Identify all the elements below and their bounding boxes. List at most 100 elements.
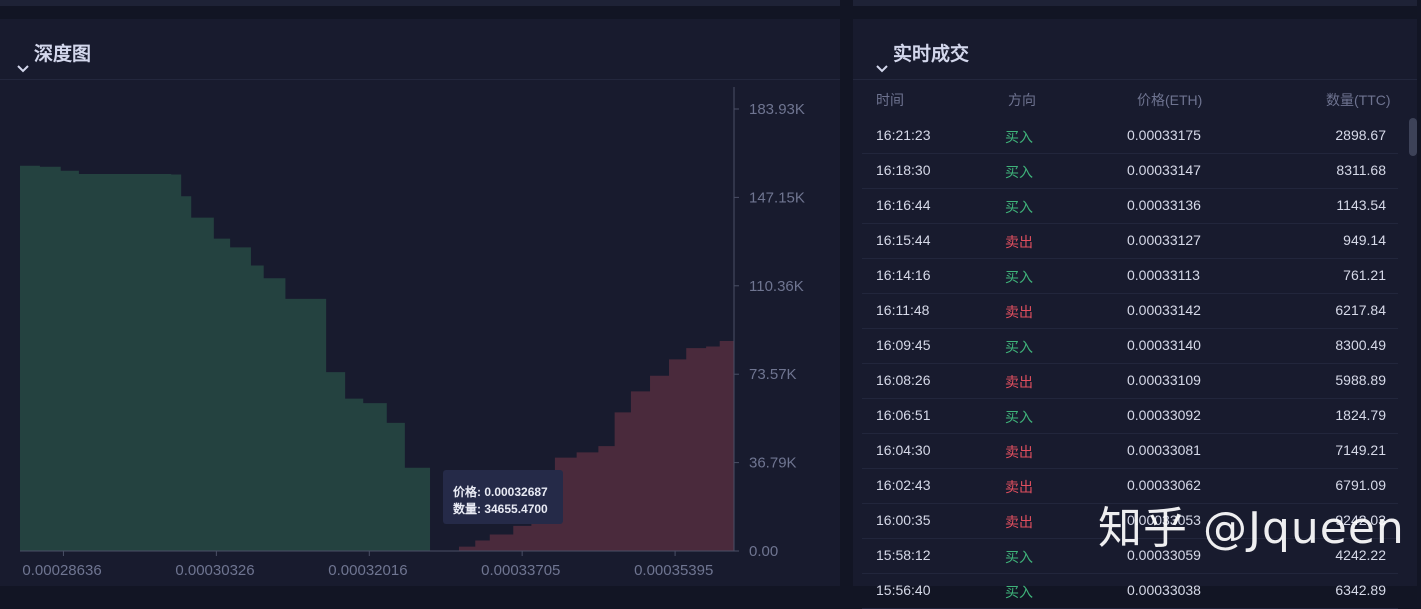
depth-panel-title: 深度图: [34, 44, 92, 65]
trade-qty: 949.14: [1343, 232, 1386, 248]
trade-price: 0.00033038: [1127, 582, 1201, 598]
trade-time: 16:09:45: [876, 337, 931, 353]
bid-depth-area: [20, 165, 431, 551]
trade-side: 买入: [1005, 199, 1033, 215]
x-tick-label: 0.00028636: [22, 562, 101, 579]
trade-qty: 8300.49: [1335, 337, 1386, 353]
trade-qty: 6342.89: [1335, 582, 1386, 598]
trade-side: 买入: [1005, 269, 1033, 285]
trade-side: 卖出: [1005, 304, 1033, 320]
trade-row: 16:14:16 买入 0.00033113 761.21: [862, 258, 1398, 294]
trade-time: 16:00:35: [876, 512, 931, 528]
trade-price: 0.00033136: [1127, 197, 1201, 213]
trade-price: 0.00033062: [1127, 477, 1201, 493]
trade-time: 15:56:40: [876, 582, 931, 598]
trade-row: 16:09:45 买入 0.00033140 8300.49: [862, 328, 1398, 364]
trade-price: 0.00033113: [1127, 267, 1200, 283]
y-tick-label: 110.36K: [749, 278, 804, 295]
trade-time: 16:08:26: [876, 372, 931, 388]
trade-time: 16:02:43: [876, 477, 931, 493]
trade-time: 16:04:30: [876, 442, 931, 458]
trade-row: 16:18:30 买入 0.00033147 8311.68: [862, 153, 1398, 189]
y-tick-label: 73.57K: [749, 366, 797, 383]
trade-price: 0.00033092: [1127, 407, 1201, 423]
watermark: 知乎 @Jqueen: [1098, 503, 1405, 554]
header-time: 时间: [876, 92, 904, 108]
trade-qty: 761.21: [1343, 267, 1386, 283]
trade-price: 0.00033147: [1127, 162, 1201, 178]
header-qty: 数量(TTC): [1326, 92, 1391, 108]
trade-side: 买入: [1005, 129, 1033, 145]
tooltip-price: 价格: 0.00032687: [453, 485, 548, 499]
trade-row: 16:11:48 卖出 0.00033142 6217.84: [862, 293, 1398, 329]
trade-price: 0.00033053: [1127, 512, 1201, 528]
trades-panel-header: 实时成交: [853, 19, 1417, 80]
trades-panel: 实时成交: [853, 19, 1417, 586]
scrollbar-thumb[interactable]: [1409, 118, 1417, 156]
trade-qty: 4242.22: [1335, 547, 1386, 563]
y-tick-label: 147.15K: [749, 189, 805, 206]
trade-row: 16:02:43 卖出 0.00033062 6791.09: [862, 468, 1398, 504]
depth-tooltip: 价格: 0.00032687 数量: 34655.4700: [443, 470, 563, 524]
trade-price: 0.00033059: [1127, 547, 1201, 563]
trade-row: 16:15:44 卖出 0.00033127 949.14: [862, 223, 1398, 259]
trade-price: 0.00033081: [1127, 442, 1201, 458]
trade-row: 16:21:23 买入 0.00033175 2898.67: [862, 118, 1398, 154]
trade-side: 买入: [1005, 409, 1033, 425]
trade-qty: 9242.03: [1335, 512, 1386, 528]
x-tick-label: 0.00033705: [481, 562, 560, 579]
trade-price: 0.00033127: [1127, 232, 1201, 248]
x-tick-label: 0.00035395: [634, 562, 713, 579]
trade-time: 16:11:48: [876, 302, 930, 318]
trade-side: 卖出: [1005, 444, 1033, 460]
trade-qty: 6217.84: [1335, 302, 1386, 318]
trade-row: 16:00:35 卖出 0.00033053 9242.03: [862, 503, 1398, 539]
trade-time: 15:58:12: [876, 547, 931, 563]
depth-chart[interactable]: 183.93K 147.15K 110.36K 73.57K 36.79K 0.00 0.0…: [0, 80, 840, 586]
chevron-down-icon[interactable]: [875, 63, 889, 73]
trade-price: 0.00033140: [1127, 337, 1201, 353]
trade-row: 15:58:12 买入 0.00033059 4242.22: [862, 538, 1398, 574]
depth-panel-header: 深度图: [0, 19, 840, 80]
trades-panel-title: 实时成交: [893, 44, 970, 65]
trade-qty: 7149.21: [1335, 442, 1386, 458]
top-strip-left: [0, 0, 840, 6]
trade-time: 16:06:51: [876, 407, 931, 423]
trade-time: 16:16:44: [876, 197, 931, 213]
trade-side: 买入: [1005, 549, 1033, 565]
trade-price: 0.00033175: [1127, 127, 1201, 143]
trade-side: 卖出: [1005, 374, 1033, 390]
x-tick-label: 0.00032016: [328, 562, 407, 579]
trade-time: 16:18:30: [876, 162, 931, 178]
trade-side: 买入: [1005, 584, 1033, 600]
trade-side: 卖出: [1005, 234, 1033, 250]
ask-depth-area: [458, 341, 734, 551]
trade-row: 16:16:44 买入 0.00033136 1143.54: [862, 188, 1398, 224]
chevron-down-icon[interactable]: [16, 63, 30, 73]
header-price: 价格(ETH): [1137, 92, 1203, 108]
y-tick-label: 183.93K: [749, 101, 805, 118]
trade-qty: 5988.89: [1335, 372, 1386, 388]
trade-qty: 1824.79: [1335, 407, 1386, 423]
trade-time: 16:14:16: [876, 267, 931, 283]
trade-price: 0.00033109: [1127, 372, 1201, 388]
y-tick-label: 36.79K: [749, 455, 797, 472]
trade-qty: 2898.67: [1335, 127, 1386, 143]
trade-row: 16:04:30 卖出 0.00033081 7149.21: [862, 433, 1398, 469]
trade-time: 16:15:44: [876, 232, 931, 248]
trade-side: 卖出: [1005, 479, 1033, 495]
tooltip-qty: 数量: 34655.4700: [453, 502, 548, 516]
header-side: 方向: [1008, 92, 1036, 108]
trade-row: 16:08:26 卖出 0.00033109 5988.89: [862, 363, 1398, 399]
x-tick-label: 0.00030326: [175, 562, 254, 579]
trade-qty: 8311.68: [1336, 162, 1386, 178]
y-tick-label: 0.00: [749, 543, 778, 560]
top-strip-right: [853, 0, 1417, 6]
trade-side: 买入: [1005, 339, 1033, 355]
trade-side: 买入: [1005, 164, 1033, 180]
trade-price: 0.00033142: [1127, 302, 1201, 318]
trade-qty: 1143.54: [1336, 197, 1386, 213]
trade-qty: 6791.09: [1335, 477, 1386, 493]
trade-row: 16:06:51 买入 0.00033092 1824.79: [862, 398, 1398, 434]
trade-side: 卖出: [1005, 514, 1033, 530]
